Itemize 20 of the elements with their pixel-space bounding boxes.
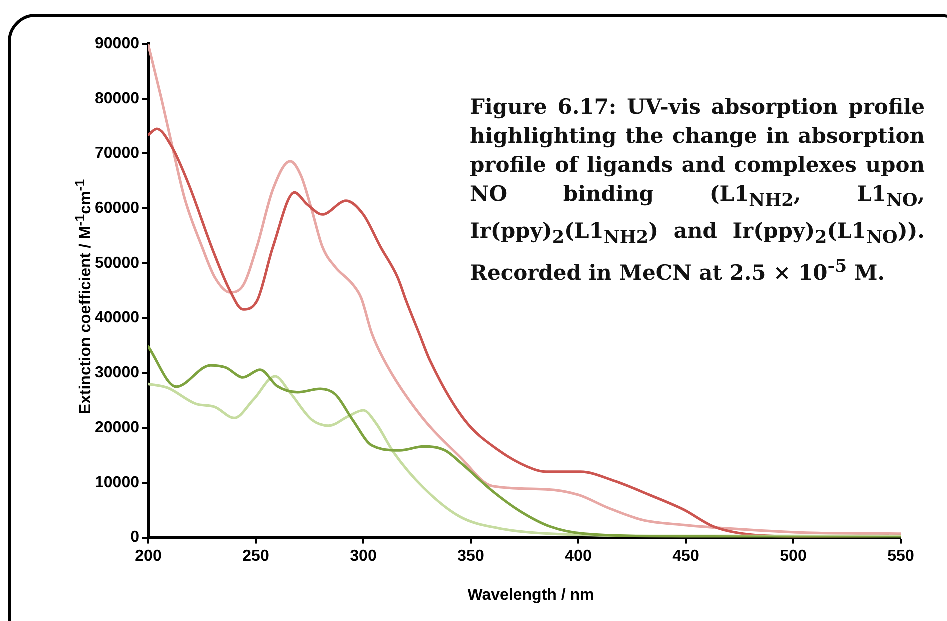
x-tick-label: 400 (565, 548, 592, 565)
x-tick-label: 200 (135, 548, 162, 565)
y-tick-label: 20000 (94, 419, 140, 436)
x-tick-label: 350 (458, 548, 484, 565)
y-tick-label: 0 (130, 529, 140, 546)
x-tick-label: 450 (672, 548, 700, 565)
y-tick-label: 10000 (94, 474, 140, 492)
x-tick-label: 250 (242, 548, 270, 565)
y-tick-label: 40000 (94, 310, 140, 327)
x-axis-title: Wavelength / nm (468, 587, 594, 605)
y-tick-label: 60000 (94, 200, 140, 218)
y-tick-label: 90000 (94, 35, 140, 52)
y-tick-label: 50000 (94, 254, 140, 272)
x-tick-label: 550 (888, 548, 914, 565)
text: Figure 6.17: UV-vis absorption profile highlighting the change in absorption profile of ligands and complexes upon NO binding (L1$_{NH2}$, L1$_{NO}$, Ir(ppy)$_{2}$(L1$_{NH2}$) and Ir(ppy)$_{2}$(L1$_{NO}$)). Recorded in MeCN at 2.5 × 10$^{-5}$ M. (470, 94, 926, 286)
x-tick-label: 300 (350, 548, 377, 565)
y-tick-label: 30000 (94, 364, 140, 382)
x-tick-label: 500 (780, 548, 807, 565)
y-tick-label: 70000 (94, 145, 140, 162)
y-tick-label: 80000 (94, 90, 140, 108)
